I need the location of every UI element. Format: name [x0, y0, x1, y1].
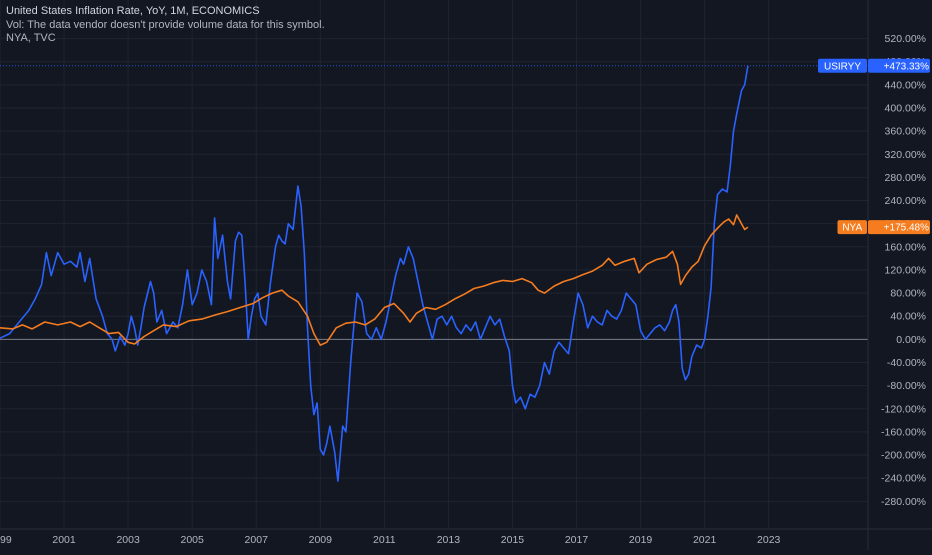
x-tick-label: 2005: [180, 534, 204, 546]
y-tick-label: -200.00%: [881, 450, 926, 462]
y-tick-label: 400.00%: [885, 102, 926, 114]
x-tick-label: 2003: [116, 534, 140, 546]
series-layer: [0, 65, 868, 482]
series-line-usiryy[interactable]: [0, 65, 749, 482]
x-tick-label: 1999: [0, 534, 12, 546]
series-value-tag: [868, 58, 930, 73]
y-tick-label: -280.00%: [881, 496, 926, 508]
y-tick-label: 240.00%: [885, 195, 926, 207]
series-name-tag-label: NYA: [842, 223, 862, 234]
y-tick-label: 520.00%: [885, 33, 926, 45]
series-value-tag-label: +473.33%: [884, 61, 929, 72]
x-tick-label: 2013: [437, 534, 461, 546]
x-tick-label: 2009: [309, 534, 333, 546]
y-tick-label: 160.00%: [885, 241, 926, 253]
y-tick-label: 40.00%: [890, 311, 926, 323]
series-line-nya[interactable]: [0, 214, 749, 346]
series-name-tag: [818, 58, 867, 73]
x-tick-label: 2021: [693, 534, 717, 546]
x-tick-label: 2001: [52, 534, 76, 546]
series-value-tag-label: +175.48%: [884, 223, 929, 234]
y-tick-label: 0.00%: [896, 334, 926, 346]
last-value-tags: USIRYY +473.33% NYA +175.48%: [818, 58, 930, 235]
y-axis: 520.00%480.00%440.00%400.00%360.00%320.0…: [867, 0, 926, 550]
y-tick-label: 360.00%: [885, 126, 926, 138]
series-name-tag-label: USIRYY: [824, 61, 861, 72]
x-axis: 1999 2001 2003 2005 2007 2009 2011 2013 2015 2017…: [0, 528, 932, 546]
series-name-tag: [837, 220, 867, 235]
series-value-tag: [868, 220, 930, 235]
y-tick-label: -160.00%: [881, 426, 926, 438]
y-tick-label: 280.00%: [885, 172, 926, 184]
y-tick-label: 440.00%: [885, 79, 926, 91]
x-tick-label: 2023: [757, 534, 781, 546]
y-tick-label: -240.00%: [881, 473, 926, 485]
x-tick-label: 2011: [373, 534, 396, 546]
y-tick-label: 80.00%: [890, 288, 926, 300]
grid: [0, 0, 868, 529]
y-tick-label: -80.00%: [887, 380, 926, 392]
y-tick-label: 120.00%: [885, 264, 926, 276]
y-tick-label: -120.00%: [881, 403, 926, 415]
x-tick-label: 2019: [629, 534, 653, 546]
x-tick-label: 2015: [501, 534, 525, 546]
y-tick-label: -40.00%: [887, 357, 926, 369]
x-tick-label: 2007: [245, 534, 269, 546]
x-tick-label: 2017: [565, 534, 589, 546]
y-tick-label: 320.00%: [885, 149, 926, 161]
